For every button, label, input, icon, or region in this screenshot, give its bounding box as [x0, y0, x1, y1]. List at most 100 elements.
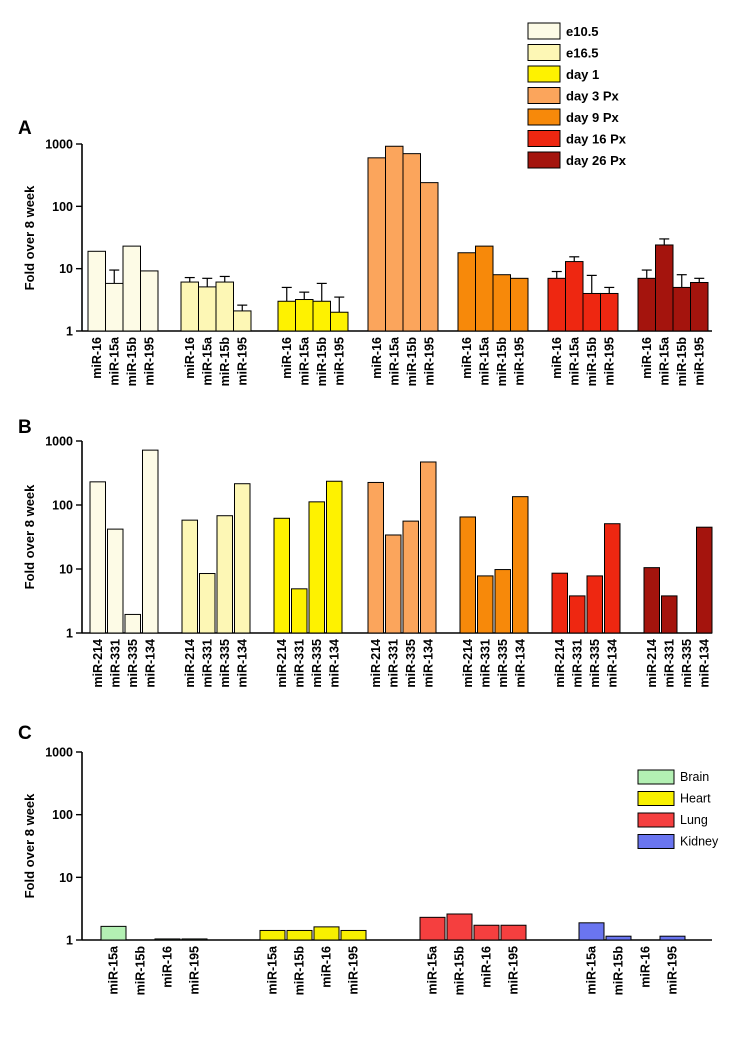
panel-b-category-label-g4-mir-214: miR-214 [369, 639, 383, 688]
panel-b-y-tick-label-1: 1 [66, 627, 73, 641]
panel-c-y-tick-label-1: 1 [66, 934, 73, 948]
panel-a-bar-g7-mir-15b [672, 286, 691, 332]
panel-c-y-tick-label-10: 10 [59, 871, 73, 885]
panel-b-category-label-g1-mir-331: miR-331 [108, 639, 122, 688]
panel-b-category-label-g1-mir-335: miR-335 [126, 639, 140, 688]
panel-a-category-label-g4-mir-195: miR-195 [422, 337, 436, 386]
panel-c-legend-label-2: Lung [680, 813, 708, 827]
panel-b-bar-g7-mir-214 [643, 567, 660, 634]
panel-b-category-label-g4-mir-331: miR-331 [386, 639, 400, 688]
panel-c-category-label-g3-mir-16: miR-16 [480, 946, 494, 988]
panel-a-category-label-g5-mir-15b: miR-15b [495, 337, 509, 387]
panel-c-category-label-g1-mir-15a: miR-15a [107, 945, 121, 995]
panel-a-category-label-g5-mir-16: miR-16 [460, 337, 474, 379]
panel-b-bar-g4-mir-214 [367, 481, 384, 634]
panel-b-bar-g4-mir-134 [420, 461, 437, 634]
panel-a-bar-g2-mir-195 [233, 310, 252, 332]
panel-c-legend-swatch-2 [637, 812, 675, 828]
panel-a-legend-label-5: day 16 Px [566, 132, 627, 147]
panel-a-legend-label-1: e16.5 [566, 46, 599, 61]
panel-b-bar-g5-mir-331 [477, 575, 494, 634]
panel-a-bar-g2-mir-15b [215, 281, 234, 332]
panel-a-y-tick-label-100: 100 [52, 200, 73, 214]
panel-a-category-label-g3-mir-15b: miR-15b [315, 337, 329, 387]
panel-c-bar-g1-mir-16 [154, 938, 181, 941]
panel-a-bar-g1-mir-15b [122, 245, 141, 332]
panel-a-bar-g5-mir-15b [492, 274, 511, 332]
panel-c-bar-g3-mir-16 [473, 924, 500, 941]
panel-a-legend-label-2: day 1 [566, 67, 599, 82]
panel-b-category-label-g6-mir-331: miR-331 [570, 639, 584, 688]
panel-a-bar-g3-mir-15b [312, 300, 331, 332]
panel-a-category-label-g4-mir-16: miR-16 [370, 337, 384, 379]
panel-c-category-label-g1-mir-195: miR-195 [188, 946, 202, 995]
panel-c-bar-g2-mir-15b [286, 929, 313, 941]
panel-a-category-label-g1-mir-15b: miR-15b [125, 337, 139, 387]
panel-b-category-label-g3-mir-134: miR-134 [327, 639, 341, 688]
panel-a-category-label-g3-mir-16: miR-16 [280, 337, 294, 379]
panel-a-bar-g6-mir-15b [582, 292, 601, 332]
panel-a-category-label-g6-mir-15b: miR-15b [585, 337, 599, 387]
panel-a-bar-g6-mir-16 [547, 277, 566, 332]
panel-b-category-label-g6-mir-134: miR-134 [605, 639, 619, 688]
panel-a-bar-g7-mir-15a [655, 244, 674, 332]
panel-a-category-label-g4-mir-15a: miR-15a [387, 336, 401, 386]
panel-c-category-label-g1-mir-15b: miR-15b [134, 946, 148, 996]
panel-a-category-label-g2-mir-15b: miR-15b [218, 337, 232, 387]
panel-a-category-label-g7-mir-15a: miR-15a [657, 336, 671, 386]
panel-b-category-label-g7-mir-214: miR-214 [645, 639, 659, 688]
panel-b-bar-g6-mir-134 [604, 523, 621, 634]
panel-b-bar-g3-mir-331 [291, 588, 308, 634]
panel-a-bar-g2-mir-15a [198, 286, 217, 332]
panel-a-bar-g4-mir-195 [420, 182, 439, 332]
panel-b-category-label-g2-mir-331: miR-331 [200, 639, 214, 688]
panel-a-y-tick-label-10: 10 [59, 262, 73, 276]
panel-b-bar-g6-mir-214 [551, 572, 568, 634]
panel-a-category-label-g7-mir-15b: miR-15b [675, 337, 689, 387]
panel-a-category-label-g1-mir-195: miR-195 [142, 337, 156, 386]
panel-c-bar-g3-mir-195 [500, 924, 527, 941]
panel-c-category-label-g1-mir-16: miR-16 [161, 946, 175, 988]
panel-c-category-label-g2-mir-15b: miR-15b [293, 946, 307, 996]
panel-a-category-label-g2-mir-16: miR-16 [183, 337, 197, 379]
panel-a-label: A [18, 118, 32, 139]
panel-b-category-label-g7-mir-331: miR-331 [662, 639, 676, 688]
panel-b-category-label-g3-mir-214: miR-214 [275, 639, 289, 688]
panel-a-bar-g6-mir-15a [565, 261, 584, 332]
panel-c-legend-label-3: Kidney [680, 835, 719, 849]
panel-a-category-label-g5-mir-195: miR-195 [512, 337, 526, 386]
panel-b-category-label-g1-mir-214: miR-214 [91, 639, 105, 688]
panel-a-legend-label-0: e10.5 [566, 24, 599, 39]
panel-b-bar-g6-mir-335 [586, 575, 603, 634]
panel-c-category-label-g3-mir-15a: miR-15a [426, 945, 440, 995]
panel-a-category-label-g6-mir-15a: miR-15a [567, 336, 581, 386]
panel-a-bar-g3-mir-15a [295, 299, 314, 332]
panel-a-bar-g6-mir-195 [600, 292, 619, 332]
panel-b-bar-g1-mir-331 [107, 528, 124, 634]
panel-b-bar-g3-mir-214 [273, 517, 290, 634]
panel-b-bar-g5-mir-214 [459, 516, 476, 634]
panel-b-category-label-g3-mir-331: miR-331 [292, 639, 306, 688]
panel-a-bar-g1-mir-195 [140, 270, 159, 332]
panel-b-category-label-g4-mir-335: miR-335 [404, 639, 418, 688]
panel-a-legend-label-6: day 26 Px [566, 153, 627, 168]
panel-a-category-label-g2-mir-195: miR-195 [235, 337, 249, 386]
panel-a-category-label-g6-mir-16: miR-16 [550, 337, 564, 379]
panel-b-bar-g6-mir-331 [569, 595, 586, 634]
panel-b-bar-g4-mir-331 [385, 534, 402, 634]
panel-a-bar-g7-mir-195 [690, 281, 709, 332]
panel-b-label: B [18, 417, 32, 438]
panel-c-category-label-g3-mir-195: miR-195 [507, 946, 521, 995]
panel-c-bar-g3-mir-15a [419, 916, 446, 941]
panel-c-bar-g4-mir-195 [659, 935, 686, 941]
panel-a-category-label-g5-mir-15a: miR-15a [477, 336, 491, 386]
panel-a-bar-g5-mir-195 [510, 277, 529, 332]
panel-b-y-tick-label-100: 100 [52, 499, 73, 513]
panel-b-bar-g3-mir-335 [308, 501, 325, 634]
panel-b-bar-g2-mir-134 [234, 483, 251, 634]
panel-b-y-tick-label-10: 10 [59, 563, 73, 577]
panel-c-y-axis-label: Fold over 8 week [22, 793, 37, 899]
panel-c-bar-g3-mir-15b [446, 913, 473, 941]
